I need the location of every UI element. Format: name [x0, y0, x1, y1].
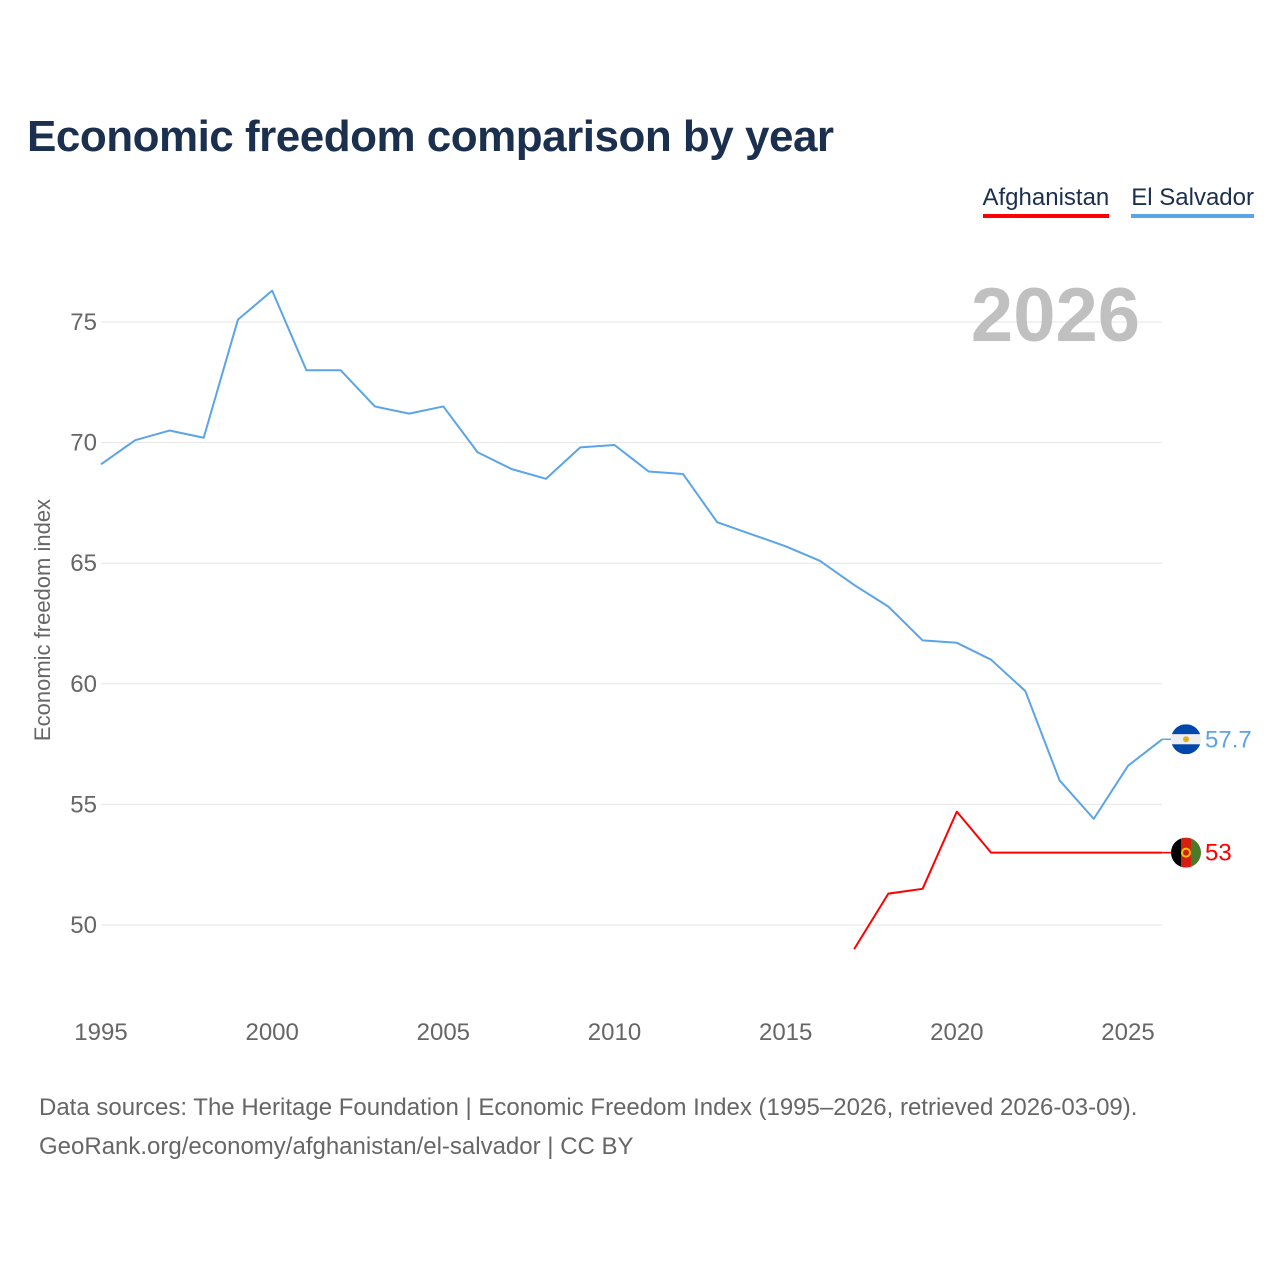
year-display: 2026 [971, 273, 1140, 358]
flag-body [1171, 837, 1201, 868]
series-line-afghanistan [853, 810, 1163, 950]
flag-stripe [1171, 837, 1181, 868]
flag-stripe [1181, 837, 1191, 868]
flag-stripe [1171, 744, 1201, 755]
y-axis-label: Economic freedom index [30, 499, 55, 741]
end-value-label-afghanistan: 53 [1205, 840, 1232, 867]
y-tick-label: 65 [70, 550, 97, 577]
x-tick-label: 2005 [417, 1019, 470, 1046]
x-tick-label: 2000 [245, 1019, 298, 1046]
flag-stripe [1171, 724, 1201, 735]
flag-afghanistan-icon [1171, 837, 1201, 868]
flag-emblem [1183, 736, 1189, 743]
flag-el-salvador-icon [1171, 724, 1201, 755]
x-tick-label: 2015 [759, 1019, 812, 1046]
flag-stripe [1191, 837, 1201, 868]
legend-item-afghanistan[interactable]: Afghanistan [982, 184, 1110, 218]
y-tick-label: 60 [70, 671, 97, 698]
y-tick-label: 75 [70, 309, 97, 336]
flag-body [1171, 724, 1201, 755]
end-value-label-el-salvador: 57.7 [1205, 726, 1252, 753]
y-tick-label: 70 [70, 430, 97, 457]
series-line-el-salvador [100, 289, 1163, 820]
flag-emblem [1181, 847, 1191, 858]
legend: Afghanistan El Salvador [982, 184, 1254, 218]
legend-item-el-salvador[interactable]: El Salvador [1131, 184, 1254, 218]
x-tick-label: 2010 [588, 1019, 641, 1046]
chart-title: Economic freedom comparison by year [27, 112, 834, 161]
x-tick-label: 1995 [74, 1019, 127, 1046]
source-line-1: Data sources: The Heritage Foundation | … [39, 1094, 1138, 1121]
x-tick-label: 2025 [1101, 1019, 1154, 1046]
x-tick-label: 2020 [930, 1019, 983, 1046]
source-line-2[interactable]: GeoRank.org/economy/afghanistan/el-salva… [39, 1133, 634, 1160]
data-source: Data sources: The Heritage Foundation | … [39, 1088, 1137, 1166]
y-tick-label: 50 [70, 912, 97, 939]
y-tick-label: 55 [70, 791, 97, 818]
